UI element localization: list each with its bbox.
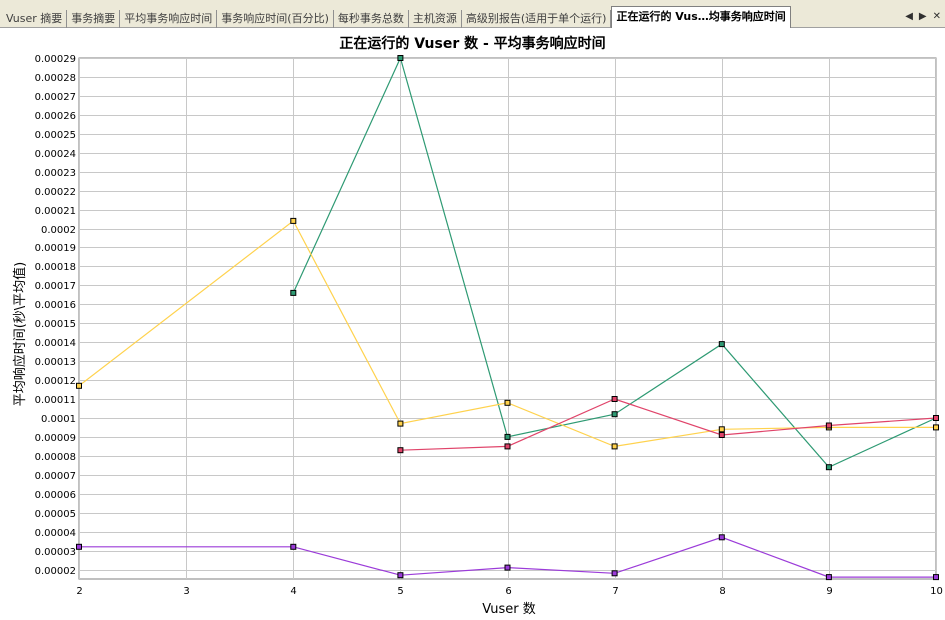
series-3-line xyxy=(79,536,936,578)
chart-title: 正在运行的 Vuser 数 - 平均事务响应时间 xyxy=(339,36,606,52)
y-tick-label: 0.00006 xyxy=(35,490,76,501)
x-tick-label: 5 xyxy=(397,586,403,597)
series-1-point xyxy=(290,217,297,224)
y-tick-label: 0.00024 xyxy=(35,149,76,160)
series-3-point xyxy=(611,570,618,577)
y-tick-label: 0.00018 xyxy=(35,262,76,273)
y-axis-ticks: 0.00029 0.00028 0.00027 0.00026 0.00025 0.000… xyxy=(35,54,76,577)
tab-6[interactable]: 高级别报告(适用于单个运行) xyxy=(462,10,612,28)
grid-lines xyxy=(79,58,937,579)
x-tick-label: 10 xyxy=(930,586,943,597)
y-tick-label: 0.00017 xyxy=(35,281,76,292)
series-0-point xyxy=(504,433,511,440)
series-1-point xyxy=(933,424,939,431)
series-2-point xyxy=(397,447,404,454)
series-2-point xyxy=(825,422,832,429)
tab-7[interactable]: 正在运行的 Vus…均事务响应时间 xyxy=(611,6,791,28)
tab-5[interactable]: 主机资源 xyxy=(409,10,462,28)
y-tick-label: 0.00029 xyxy=(35,54,76,65)
y-tick-label: 0.00012 xyxy=(35,376,76,387)
y-tick-label: 0.00007 xyxy=(35,471,76,482)
y-tick-label: 0.00013 xyxy=(35,357,76,368)
line-chart: 0.000290.000280.000270.000260.000250.000… xyxy=(12,54,943,617)
series-0-point xyxy=(718,341,725,348)
plot-area xyxy=(78,57,937,580)
series-2-point xyxy=(718,432,725,438)
series-points xyxy=(76,55,939,581)
series-2-point xyxy=(611,396,618,402)
tab-0[interactable]: Vuser 摘要 xyxy=(2,10,68,28)
x-axis-ticks: 2 3 4 5 6 7 8 9 10 xyxy=(76,586,943,597)
y-tick-label: 0.00016 xyxy=(35,300,76,311)
y-tick-label: 0.00008 xyxy=(35,452,76,463)
x-tick-label: 8 xyxy=(719,586,725,597)
series-3-point xyxy=(825,574,832,581)
series-1-point xyxy=(76,382,82,389)
y-tick-label: 0.0002 xyxy=(41,225,76,236)
series-3-point xyxy=(718,534,725,541)
series-0-point xyxy=(290,289,297,296)
series-2-point xyxy=(933,415,939,421)
x-tick-label: 4 xyxy=(290,586,296,597)
close-icon[interactable]: ✕ xyxy=(932,10,941,22)
y-tick-label: 0.00005 xyxy=(35,509,76,520)
series-3-point xyxy=(290,543,297,550)
y-tick-label: 0.00011 xyxy=(35,395,76,406)
tab-navigation: ◀ ▶ ✕ xyxy=(905,8,941,24)
series-2-point xyxy=(504,443,511,450)
y-tick-label: 0.00026 xyxy=(35,111,76,122)
y-tick-label: 0.00014 xyxy=(35,338,76,349)
scroll-left-icon[interactable]: ◀ xyxy=(905,10,913,22)
tab-bar: Vuser 摘要 事务摘要 平均事务响应时间 事务响应时间(百分比) 每秒事务总数 主机资… xyxy=(0,0,945,28)
y-tick-label: 0.00004 xyxy=(35,528,76,539)
x-tick-label: 2 xyxy=(76,586,82,597)
y-axis-label: 平均响应时间(秒\平均值) xyxy=(12,262,28,407)
y-tick-label: 0.00028 xyxy=(35,73,76,84)
tab-4[interactable]: 每秒事务总数 xyxy=(334,10,409,28)
scroll-right-icon[interactable]: ▶ xyxy=(918,10,927,22)
series-3-point xyxy=(397,572,404,579)
x-tick-label: 6 xyxy=(505,586,511,597)
y-tick-label: 0.00022 xyxy=(35,187,76,198)
y-tick-label: 0.00003 xyxy=(35,547,76,558)
series-3-point xyxy=(76,543,82,550)
series-3-point xyxy=(504,564,511,571)
tab-3[interactable]: 事务响应时间(百分比) xyxy=(217,10,334,28)
y-tick-label: 0.00021 xyxy=(35,206,76,217)
series-1-point xyxy=(504,399,511,406)
x-tick-label: 3 xyxy=(183,586,189,597)
chart-panel: 正在运行的 Vuser 数 - 平均事务响应时间 0.00029 0.00028 0… xyxy=(0,28,945,620)
series-3-point xyxy=(933,574,939,581)
y-tick-label: 0.00025 xyxy=(35,130,76,141)
y-tick-label: 0.00015 xyxy=(35,319,76,330)
x-tick-label: 7 xyxy=(612,586,618,597)
tab-1[interactable]: 事务摘要 xyxy=(67,10,121,28)
y-tick-label: 0.00027 xyxy=(35,92,76,103)
y-tick-label: 0.00019 xyxy=(35,243,76,254)
series-1-point xyxy=(718,426,725,433)
y-tick-label: 0.00023 xyxy=(35,168,76,179)
series-1-line xyxy=(78,219,936,448)
y-tick-label: 0.00009 xyxy=(35,433,76,444)
x-tick-label: 9 xyxy=(826,586,832,597)
y-tick-label: 0.00002 xyxy=(35,566,76,577)
series-0-point xyxy=(397,55,404,61)
series-1-point xyxy=(397,420,404,427)
x-axis-label: Vuser 数 xyxy=(482,602,536,617)
series-0-point xyxy=(611,411,618,418)
tab-2[interactable]: 平均事务响应时间 xyxy=(120,10,218,28)
y-tick-label: 0.0001 xyxy=(41,414,76,425)
series-1-point xyxy=(611,443,618,450)
series-2-line xyxy=(400,398,937,451)
series-0-point xyxy=(825,464,832,471)
tab-strip: Vuser 摘要 事务摘要 平均事务响应时间 事务响应时间(百分比) 每秒事务总数 主机资… xyxy=(2,6,885,28)
